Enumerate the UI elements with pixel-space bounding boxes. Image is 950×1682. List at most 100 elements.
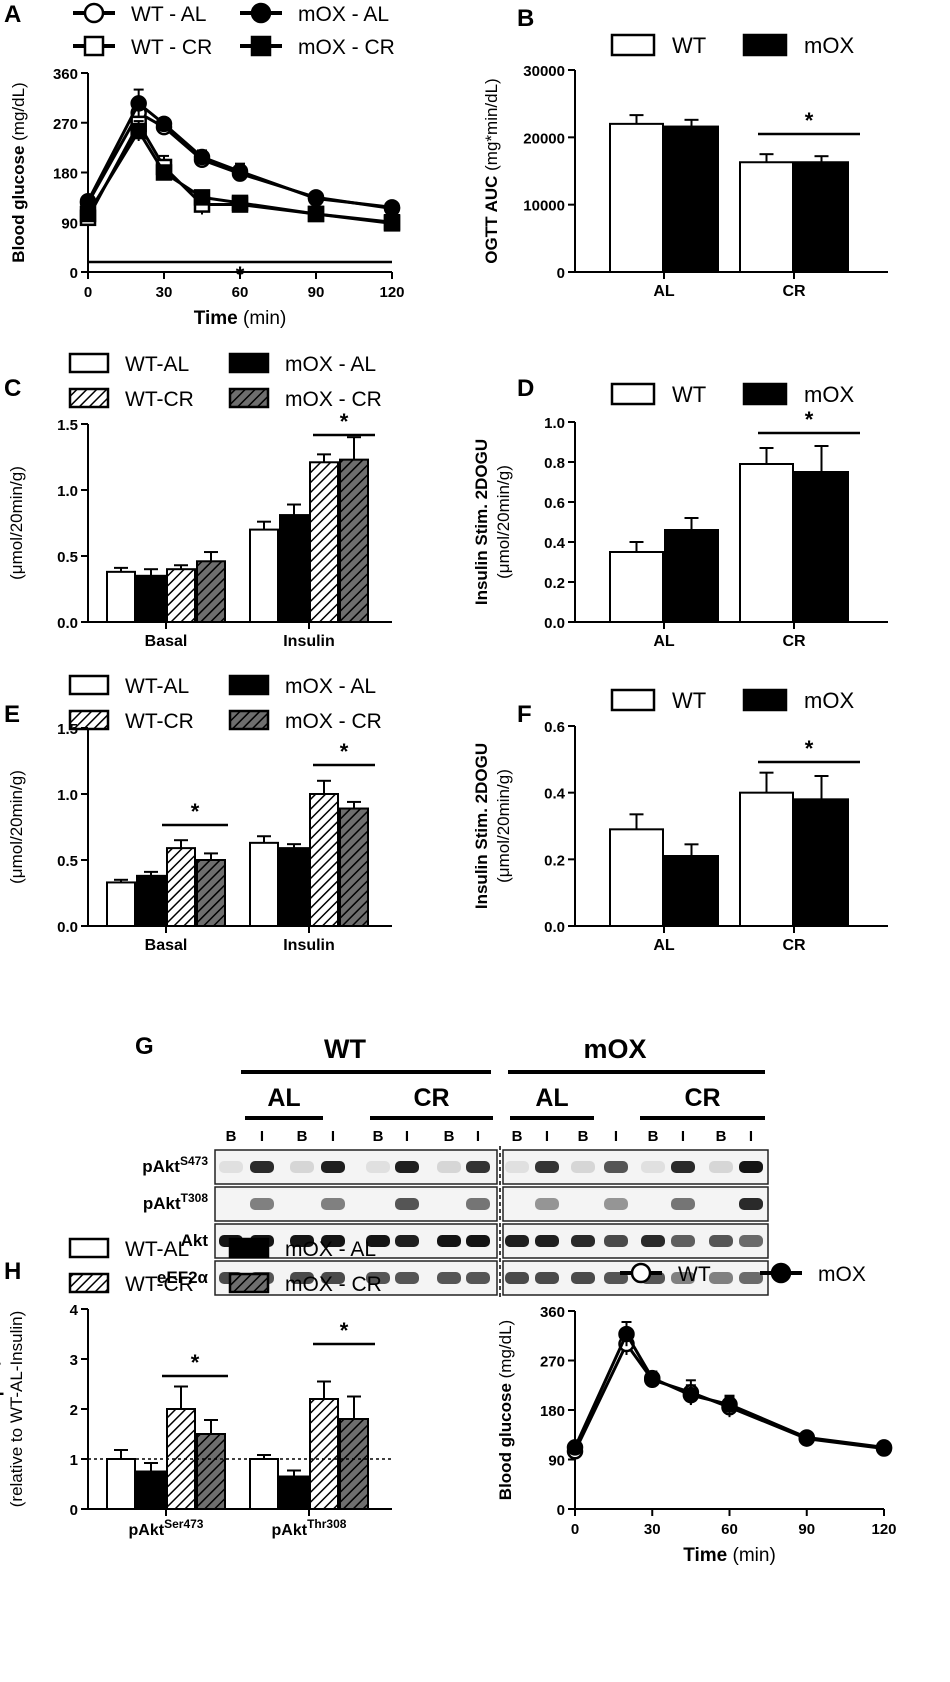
data-point bbox=[566, 1439, 584, 1456]
y-tick-label: 0 bbox=[557, 265, 565, 282]
axis-label-part: (mg/dL) bbox=[9, 82, 28, 145]
legend-label: mOX - AL bbox=[298, 3, 389, 26]
legend-swatch bbox=[610, 382, 656, 406]
y-tick-label: 0.2 bbox=[544, 575, 565, 592]
y-axis-label: OGTT AUC (mg*min/dL) bbox=[482, 78, 501, 263]
data-point bbox=[130, 122, 147, 140]
y-tick-label: 180 bbox=[540, 1403, 565, 1420]
significance-star: * bbox=[191, 799, 200, 824]
legend-label: WT bbox=[672, 33, 706, 58]
blot-band bbox=[671, 1161, 695, 1173]
lane-label: I bbox=[614, 1128, 618, 1145]
diet-header: CR bbox=[413, 1084, 449, 1112]
y-tick-label: 1.5 bbox=[57, 721, 78, 738]
series-line bbox=[573, 1330, 885, 1449]
legend-label: mOX - CR bbox=[285, 388, 382, 411]
y-tick-label: 180 bbox=[53, 166, 78, 183]
x-tick-label: 120 bbox=[871, 1521, 896, 1538]
panel-letter-c: C bbox=[4, 375, 21, 402]
lane-label: I bbox=[681, 1128, 685, 1145]
bar bbox=[609, 828, 664, 927]
x-axis-label: Time (min) bbox=[683, 1545, 776, 1566]
axis-label-part: Blood glucose bbox=[9, 146, 28, 263]
panel-letter-h: H bbox=[4, 1258, 21, 1285]
axis-label-part: (mg/dL) bbox=[496, 1320, 515, 1383]
legend-swatch bbox=[228, 352, 270, 374]
bar bbox=[609, 122, 664, 273]
lane-label: B bbox=[512, 1128, 523, 1145]
y-tick-label: 30000 bbox=[523, 63, 565, 80]
bar bbox=[339, 807, 369, 928]
blot-band bbox=[739, 1235, 763, 1247]
panel-i-glucose-curve: WT mOX 0 90 180 270 360 0 30 60 90 120 Time (min) Blo… bbox=[496, 1262, 897, 1566]
data-point bbox=[682, 1386, 700, 1404]
panel-c-2dogu-bars: WT-AL mOX - AL WT-CR mOX - CR 0.0 0.5 1.0 1.5 Ba… bbox=[0, 352, 392, 650]
lane-label: B bbox=[373, 1128, 384, 1145]
axis-label-part: Insulin Phospho/Total bbox=[0, 1321, 4, 1497]
significance-star: * bbox=[340, 739, 349, 764]
blot-band bbox=[505, 1235, 529, 1247]
significance-star: * bbox=[805, 108, 814, 133]
significance-star: * bbox=[340, 409, 349, 434]
data-point bbox=[250, 2, 272, 24]
x-axis-label: Time (min) bbox=[194, 308, 287, 329]
panel-b-auc-bars: WT mOX 0 10000 20000 30000 AL CR * OGTT AUC (mg*m… bbox=[482, 33, 888, 300]
category-label: CR bbox=[782, 633, 806, 650]
lane-label: I bbox=[749, 1128, 753, 1145]
legend-swatch bbox=[68, 352, 110, 374]
y-axis-label: 2DOGU bbox=[0, 797, 4, 857]
data-point bbox=[250, 35, 272, 57]
legend-swatch bbox=[742, 688, 788, 712]
blot-band bbox=[219, 1161, 243, 1173]
lane-label: B bbox=[578, 1128, 589, 1145]
data-point bbox=[618, 1325, 635, 1343]
lane-label: B bbox=[716, 1128, 727, 1145]
bar bbox=[196, 560, 226, 624]
y-tick-label: 0 bbox=[70, 1502, 78, 1519]
bar bbox=[794, 798, 849, 927]
bar bbox=[249, 1458, 279, 1510]
bar bbox=[609, 551, 664, 623]
y-tick-label: 0.4 bbox=[544, 786, 566, 803]
axis-label-part: Blood glucose bbox=[496, 1383, 515, 1500]
blot-band bbox=[437, 1272, 461, 1284]
legend-swatch bbox=[228, 709, 270, 731]
bar bbox=[106, 881, 136, 928]
blot-band bbox=[571, 1235, 595, 1247]
category-label: AL bbox=[653, 283, 675, 300]
bar bbox=[309, 1398, 339, 1510]
y-tick-label: 1 bbox=[70, 1452, 78, 1469]
data-point bbox=[630, 1262, 652, 1284]
data-point bbox=[644, 1369, 661, 1387]
bar bbox=[664, 125, 719, 273]
bar bbox=[249, 841, 279, 928]
blot-band bbox=[366, 1161, 390, 1173]
bar bbox=[739, 791, 794, 928]
data-point bbox=[79, 205, 97, 223]
bar bbox=[196, 1433, 226, 1510]
data-point bbox=[798, 1429, 815, 1446]
data-point bbox=[383, 199, 401, 216]
panel-a-glucose-curve: WT - AL mOX - AL WT - CR mOX - CR 0 90 180 270 3… bbox=[9, 2, 405, 329]
blot-band bbox=[604, 1161, 628, 1173]
bar bbox=[279, 1475, 309, 1510]
y-tick-label: 1.0 bbox=[57, 787, 78, 804]
blot-band bbox=[395, 1235, 419, 1247]
diet-header: CR bbox=[684, 1084, 720, 1112]
y-axis-label: Insulin Stim. 2DOGU bbox=[472, 743, 491, 909]
y-tick-label: 0 bbox=[70, 265, 78, 282]
y-axis-label: Blood glucose (mg/dL) bbox=[9, 82, 28, 262]
x-tick-label: 120 bbox=[379, 284, 404, 301]
legend-swatch bbox=[228, 1237, 270, 1259]
bar bbox=[279, 514, 309, 624]
legend-swatch bbox=[68, 1272, 110, 1294]
panel-letter-a: A bbox=[4, 1, 21, 28]
group-header-mox: mOX bbox=[583, 1034, 646, 1064]
category-label: Basal bbox=[145, 633, 188, 650]
blot-band bbox=[290, 1161, 314, 1173]
y-tick-label: 1.0 bbox=[57, 483, 78, 500]
category-label: CR bbox=[782, 283, 806, 300]
data-point bbox=[770, 1262, 792, 1284]
x-tick-label: 0 bbox=[84, 284, 92, 301]
